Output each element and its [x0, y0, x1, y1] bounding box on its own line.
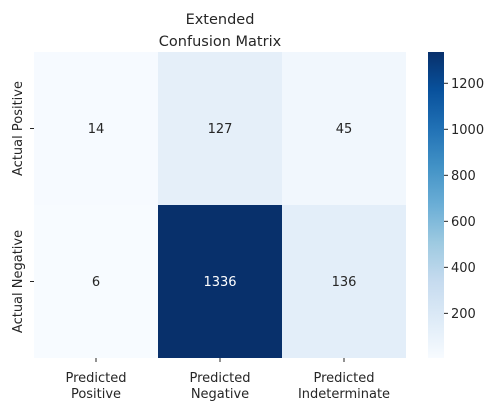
- colorbar-tick-label: 200: [451, 307, 476, 322]
- x-tick-label: Negative: [191, 387, 249, 402]
- x-tick-label: Predicted: [313, 371, 374, 386]
- heatmap-cell: [158, 205, 282, 358]
- heatmap-cell: [282, 52, 406, 205]
- cell-value-label: 1336: [203, 275, 236, 290]
- heatmap-cells: [34, 52, 406, 358]
- chart-title-line-1: Extended: [186, 12, 255, 28]
- x-tick-label: Indeterminate: [298, 387, 390, 402]
- heatmap-cell: [158, 52, 282, 205]
- cell-value-label: 45: [336, 122, 353, 137]
- x-tick-label: Positive: [71, 387, 121, 402]
- heatmap-cell: [34, 205, 158, 358]
- heatmap-cell: [282, 205, 406, 358]
- chart-title-line-2: Confusion Matrix: [159, 34, 282, 50]
- x-axis: PredictedPositivePredictedNegativePredic…: [65, 358, 390, 402]
- colorbar-tick-label: 800: [451, 169, 476, 184]
- y-axis: Actual Positive Actual Negative: [11, 81, 34, 333]
- colorbar-gradient: [428, 52, 444, 358]
- colorbar-tick-label: 400: [451, 261, 476, 276]
- colorbar-tick-label: 600: [451, 215, 476, 230]
- colorbar-tick-label: 1000: [451, 123, 484, 138]
- cell-value-label: 14: [88, 122, 105, 137]
- cell-annotations: 14 127 45 6 1336 136: [88, 122, 357, 290]
- y-tick-label: Actual Negative: [11, 230, 26, 333]
- cell-value-label: 127: [208, 122, 233, 137]
- cell-value-label: 6: [92, 275, 100, 290]
- y-tick-label: Actual Positive: [11, 81, 26, 176]
- colorbar-tick-label: 1200: [451, 77, 484, 92]
- x-tick-label: Predicted: [65, 371, 126, 386]
- cell-value-label: 136: [332, 275, 357, 290]
- x-tick-label: Predicted: [189, 371, 250, 386]
- heatmap-cell: [34, 52, 158, 205]
- colorbar: 200 400 600 800 1000 1200: [428, 52, 484, 358]
